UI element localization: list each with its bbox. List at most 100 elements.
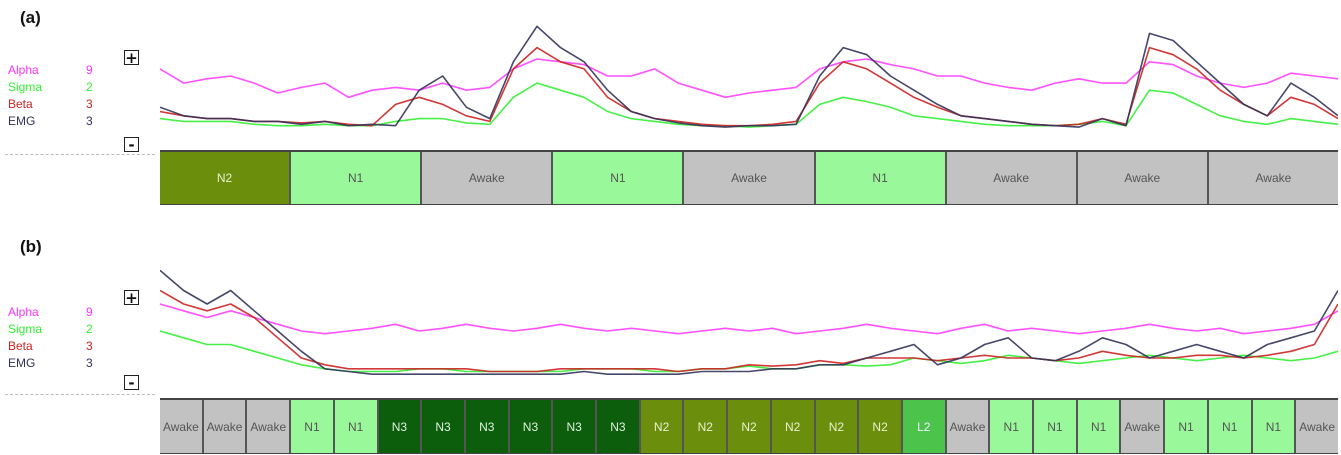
hypnogram-stage[interactable]: N1 <box>1032 400 1076 453</box>
zoom-in-button[interactable]: + <box>124 290 139 305</box>
hypnogram-stage[interactable]: Awake <box>1207 152 1338 204</box>
hypnogram-stage[interactable]: N1 <box>814 152 945 204</box>
stage-label: N1 <box>348 420 363 434</box>
series-line-emg-a <box>160 26 1338 127</box>
hypnogram-stage[interactable]: N1 <box>289 400 333 453</box>
hypnogram-stage[interactable]: N1 <box>988 400 1032 453</box>
hypnogram-stage[interactable]: N1 <box>1251 400 1295 453</box>
hypnogram-b: Awake Awake Awake N1 N1 N3 N3 N3 N3 N3 N3 N2 N2 N2 N2 N… <box>160 398 1338 454</box>
legend-item-emg: EMG 3 <box>8 113 98 130</box>
hypnogram-stage[interactable]: Awake <box>245 400 289 453</box>
hypnogram-stage[interactable]: N3 <box>508 400 552 453</box>
stage-label: N2 <box>654 420 669 434</box>
hypnogram-stage[interactable]: Awake <box>945 400 989 453</box>
stage-label: N1 <box>1004 420 1019 434</box>
legend-value: 2 <box>86 321 93 338</box>
zoom-out-button[interactable]: - <box>124 375 139 390</box>
legend-value: 3 <box>86 113 93 130</box>
panel-a: (a) Alpha 9 Sigma 2 Beta 3 EMG 3 + - N2 N1 Awa… <box>0 0 1341 210</box>
stage-label: N1 <box>1266 420 1281 434</box>
hypnogram-stage[interactable]: N1 <box>289 152 420 204</box>
legend-item-beta: Beta 3 <box>8 96 98 113</box>
stage-label: Awake <box>163 420 199 434</box>
hypnogram-stage[interactable]: Awake <box>1294 400 1338 453</box>
series-line-beta-a <box>160 48 1338 126</box>
stage-label: Awake <box>1124 420 1160 434</box>
panel-b: (b) Alpha 9 Sigma 2 Beta 3 EMG 3 + - Awake Aw… <box>0 230 1341 455</box>
zoom-out-button[interactable]: - <box>124 137 139 152</box>
hypnogram-stage[interactable]: N2 <box>682 400 726 453</box>
hypnogram-stage[interactable]: N1 <box>551 152 682 204</box>
legend-label: Alpha <box>8 62 39 79</box>
hypnogram-stage[interactable]: N2 <box>639 400 683 453</box>
stage-label: N1 <box>1222 420 1237 434</box>
stage-label: N3 <box>479 420 494 434</box>
stage-label: N3 <box>392 420 407 434</box>
stage-label: N3 <box>610 420 625 434</box>
stage-label: N3 <box>523 420 538 434</box>
stage-label: N1 <box>1178 420 1193 434</box>
stage-label: Awake <box>1256 171 1292 185</box>
panel-label-b: (b) <box>20 237 42 257</box>
hypnogram-stage[interactable]: N2 <box>160 152 289 204</box>
hypnogram-stage[interactable]: N3 <box>551 400 595 453</box>
hypnogram-stage[interactable]: Awake <box>1119 400 1163 453</box>
hypnogram-stage[interactable]: Awake <box>160 400 202 453</box>
hypnogram-stage[interactable]: N2 <box>770 400 814 453</box>
legend-a: Alpha 9 Sigma 2 Beta 3 EMG 3 <box>8 62 98 130</box>
legend-item-alpha: Alpha 9 <box>8 62 98 79</box>
stage-label: Awake <box>469 171 505 185</box>
hypnogram-stage[interactable]: Awake <box>202 400 246 453</box>
stage-label: L2 <box>917 420 930 434</box>
legend-label: EMG <box>8 113 35 130</box>
legend-item-beta: Beta 3 <box>8 338 98 355</box>
stage-label: Awake <box>1124 171 1160 185</box>
hypnogram-a: N2 N1 Awake N1 Awake N1 Awake Awake Awake <box>160 150 1338 205</box>
series-line-alpha-b <box>160 304 1338 334</box>
hypnogram-stage[interactable]: N2 <box>814 400 858 453</box>
hypnogram-stage[interactable]: N2 <box>726 400 770 453</box>
hypnogram-stage[interactable]: N1 <box>1207 400 1251 453</box>
legend-value: 3 <box>86 96 93 113</box>
stage-label: N1 <box>1047 420 1062 434</box>
hypnogram-stage[interactable]: N3 <box>595 400 639 453</box>
stage-label: Awake <box>1299 420 1335 434</box>
stage-label: N1 <box>304 420 319 434</box>
legend-label: Sigma <box>8 79 42 96</box>
stage-label: N2 <box>785 420 800 434</box>
hypnogram-stage[interactable]: N1 <box>1163 400 1207 453</box>
stage-label: N1 <box>872 171 887 185</box>
stage-label: N1 <box>610 171 625 185</box>
hypnogram-stage[interactable]: N3 <box>420 400 464 453</box>
zoom-in-button[interactable]: + <box>124 50 139 65</box>
stage-label: N2 <box>829 420 844 434</box>
legend-label: Beta <box>8 338 33 355</box>
legend-label: Alpha <box>8 304 39 321</box>
legend-label: Beta <box>8 96 33 113</box>
hypnogram-stage[interactable]: N1 <box>1076 400 1120 453</box>
stage-label: N2 <box>698 420 713 434</box>
hypnogram-stage[interactable]: Awake <box>945 152 1076 204</box>
stage-label: N3 <box>435 420 450 434</box>
legend-value: 9 <box>86 304 93 321</box>
hypnogram-stage[interactable]: Awake <box>1076 152 1207 204</box>
legend-value: 9 <box>86 62 93 79</box>
stage-label: N2 <box>872 420 887 434</box>
hypnogram-stage[interactable]: Awake <box>420 152 551 204</box>
hypnogram-stage[interactable]: N1 <box>333 400 377 453</box>
hypnogram-stage[interactable]: Awake <box>682 152 813 204</box>
legend-label: Sigma <box>8 321 42 338</box>
stage-label: Awake <box>950 420 986 434</box>
legend-value: 3 <box>86 338 93 355</box>
hypnogram-stage[interactable]: L2 <box>901 400 945 453</box>
stage-label: N1 <box>348 171 363 185</box>
signal-plot-b <box>160 250 1338 385</box>
divider <box>5 394 155 395</box>
hypnogram-stage[interactable]: N3 <box>377 400 421 453</box>
stage-label: Awake <box>731 171 767 185</box>
legend-value: 3 <box>86 355 93 372</box>
stage-label: N3 <box>567 420 582 434</box>
legend-item-sigma: Sigma 2 <box>8 79 98 96</box>
hypnogram-stage[interactable]: N3 <box>464 400 508 453</box>
hypnogram-stage[interactable]: N2 <box>857 400 901 453</box>
